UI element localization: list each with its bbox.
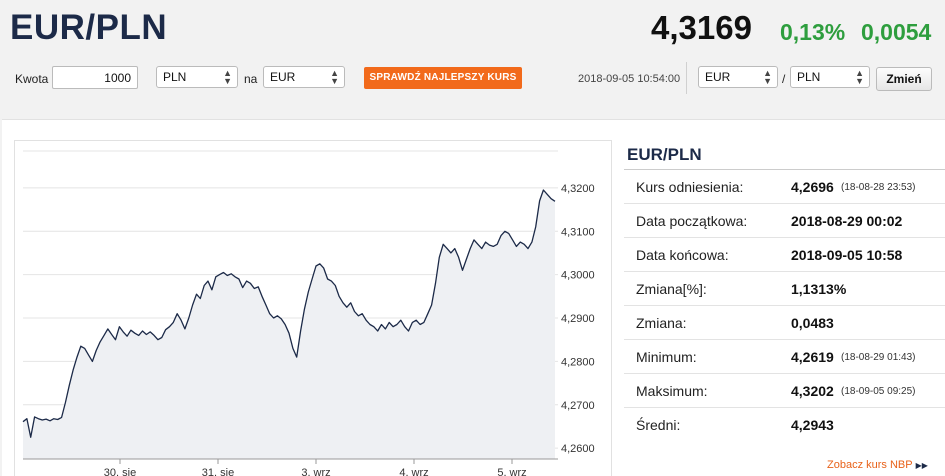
x-tick-label: 4. wrz <box>399 467 428 476</box>
stats-label: Minimum: <box>636 349 697 365</box>
change-absolute: 0,0054 <box>861 19 932 45</box>
y-tick-label: 4,3000 <box>561 270 595 282</box>
page-title: EUR/PLN <box>10 8 168 47</box>
pair-separator: / <box>782 72 786 86</box>
current-rate: 4,3169 <box>651 9 752 46</box>
x-tick-label: 3. wrz <box>301 467 330 476</box>
rate-chart: 4,2600 4,2700 4,2800 4,2900 4,3000 4,3100 4,32… <box>14 140 612 476</box>
stats-value: 0,0483 <box>791 315 834 331</box>
rate-chart-svg: 4,2600 4,2700 4,2800 4,2900 4,3000 4,3100 4,32… <box>22 150 595 476</box>
stats-label: Data końcowa: <box>636 247 729 263</box>
y-tick-label: 4,2900 <box>561 313 595 325</box>
stats-value: 1,1313% <box>791 281 847 297</box>
stats-panel: EUR/PLN Kurs odniesienia: 4,2696 (18-08-28… <box>624 140 945 442</box>
stats-date: (18-09-05 09:25) <box>841 386 916 397</box>
from-currency-value: PLN <box>163 70 187 84</box>
best-rate-button[interactable]: SPRAWDŹ NAJLEPSZY KURS <box>364 67 522 89</box>
stats-date: (18-08-28 23:53) <box>841 182 916 193</box>
stats-row: Minimum: 4,2619 (18-08-29 01:43) <box>624 340 945 374</box>
change-pair-button[interactable]: Zmień <box>876 67 932 91</box>
updown-arrow-icon: ▲ ▼ <box>330 68 339 86</box>
x-tick-label: 31. sie <box>202 467 234 476</box>
stats-value: 4,3202 <box>791 383 834 399</box>
stats-row: Zmiana: 0,0483 <box>624 306 945 340</box>
amount-input[interactable] <box>52 66 138 89</box>
toolbar-divider <box>686 62 687 94</box>
stats-row: Data początkowa: 2018-08-29 00:02 <box>624 204 945 238</box>
updown-arrow-icon: ▲ ▼ <box>763 68 772 86</box>
updown-arrow-icon: ▲ ▼ <box>855 68 864 86</box>
stats-label: Zmiana: <box>636 315 687 331</box>
stats-label: Średni: <box>636 417 681 433</box>
stats-row: Średni: 4,2943 <box>624 408 945 442</box>
y-tick-label: 4,3100 <box>561 226 595 238</box>
stats-value: 4,2696 <box>791 179 834 195</box>
nbp-rate-link[interactable]: Zobacz kurs NBP ▶▶ <box>827 459 928 471</box>
stats-label: Maksimum: <box>636 383 708 399</box>
converter-toolbar: Kwota PLN ▲▼ na EUR ▲▼ SPRAWDŹ NAJLEPSZY… <box>0 58 945 98</box>
to-currency-value: EUR <box>270 70 296 84</box>
stats-value: 4,2619 <box>791 349 834 365</box>
change-percent: 0,13% <box>780 19 846 45</box>
stats-row: Data końcowa: 2018-09-05 10:58 <box>624 238 945 272</box>
y-tick-label: 4,2800 <box>561 356 595 368</box>
stats-value: 2018-09-05 10:58 <box>791 247 903 263</box>
from-currency-select[interactable]: PLN ▲ ▼ <box>156 66 238 88</box>
to-label: na <box>244 72 258 86</box>
stats-row: Maksimum: 4,3202 (18-09-05 09:25) <box>624 374 945 408</box>
quote-header: EUR/PLN 4,3169 0,13% 0,0054 Kwota PLN ▲▼… <box>0 0 945 118</box>
stats-row: Zmiana[%]: 1,1313% <box>624 272 945 306</box>
stats-title: EUR/PLN <box>624 140 945 170</box>
stats-date: (18-08-29 01:43) <box>841 352 916 363</box>
base-currency-select[interactable]: EUR ▲ ▼ <box>698 66 778 88</box>
stats-value: 2018-08-29 00:02 <box>791 213 903 229</box>
stats-label: Data początkowa: <box>636 213 748 229</box>
double-triangle-right-icon: ▶▶ <box>915 461 928 470</box>
stats-label: Kurs odniesienia: <box>636 179 744 195</box>
updown-arrow-icon: ▲ ▼ <box>223 68 232 86</box>
y-tick-label: 4,2700 <box>561 400 595 412</box>
quote-timestamp: 2018-09-05 10:54:00 <box>578 73 681 85</box>
x-tick-label: 5. wrz <box>497 467 526 476</box>
to-currency-select[interactable]: EUR ▲ ▼ <box>263 66 345 88</box>
series-area <box>23 190 555 459</box>
y-tick-label: 4,2600 <box>561 443 595 455</box>
nbp-link-text: Zobacz kurs NBP <box>827 459 913 471</box>
stats-row: Kurs odniesienia: 4,2696 (18-08-28 23:53) <box>624 170 945 204</box>
content-panel: 4,2600 4,2700 4,2800 4,2900 4,3000 4,3100 4,32… <box>2 119 945 476</box>
quote-currency-select[interactable]: PLN ▲ ▼ <box>790 66 870 88</box>
amount-label: Kwota <box>15 72 49 86</box>
y-tick-label: 4,3200 <box>561 183 595 195</box>
series-line <box>22 189 556 438</box>
quote-currency-value: PLN <box>797 70 821 84</box>
x-tick-label: 30. sie <box>104 467 136 476</box>
stats-label: Zmiana[%]: <box>636 281 707 297</box>
base-currency-value: EUR <box>705 70 731 84</box>
stats-value: 4,2943 <box>791 417 834 433</box>
